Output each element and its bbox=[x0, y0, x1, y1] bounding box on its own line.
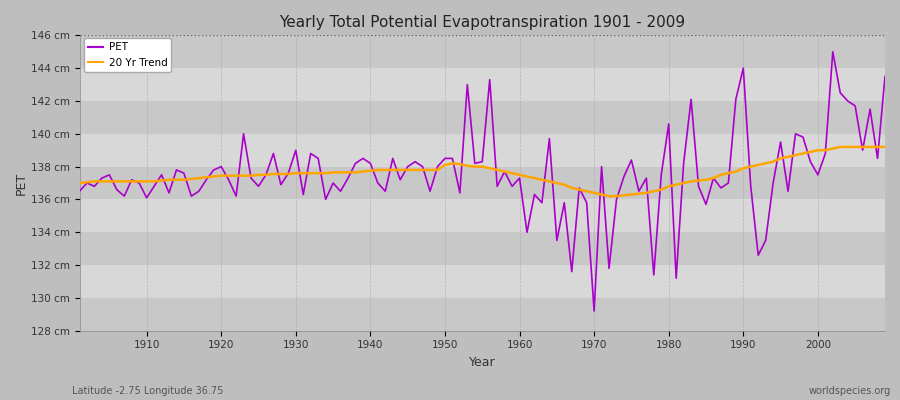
PET bbox=[589, 309, 599, 314]
Bar bbox=[79, 232, 885, 265]
Title: Yearly Total Potential Evapotranspiration 1901 - 2009: Yearly Total Potential Evapotranspiratio… bbox=[279, 15, 685, 30]
Bar bbox=[79, 35, 885, 68]
20 Yr Trend bbox=[343, 170, 354, 175]
20 Yr Trend bbox=[604, 194, 615, 198]
PET bbox=[343, 176, 354, 180]
PET bbox=[74, 189, 85, 194]
Bar bbox=[79, 167, 885, 200]
PET bbox=[134, 181, 145, 186]
Bar bbox=[79, 101, 885, 134]
20 Yr Trend bbox=[835, 144, 846, 149]
20 Yr Trend bbox=[611, 194, 622, 198]
Bar bbox=[79, 265, 885, 298]
20 Yr Trend bbox=[879, 144, 890, 149]
PET bbox=[827, 49, 838, 54]
PET bbox=[514, 176, 525, 180]
Bar bbox=[79, 134, 885, 167]
20 Yr Trend bbox=[134, 179, 145, 184]
Line: PET: PET bbox=[79, 52, 885, 311]
Line: 20 Yr Trend: 20 Yr Trend bbox=[79, 147, 885, 196]
Text: Latitude -2.75 Longitude 36.75: Latitude -2.75 Longitude 36.75 bbox=[72, 386, 223, 396]
20 Yr Trend bbox=[74, 181, 85, 186]
Bar bbox=[79, 68, 885, 101]
PET bbox=[879, 74, 890, 79]
Text: worldspecies.org: worldspecies.org bbox=[809, 386, 891, 396]
Bar bbox=[79, 298, 885, 331]
Legend: PET, 20 Yr Trend: PET, 20 Yr Trend bbox=[84, 38, 171, 72]
X-axis label: Year: Year bbox=[469, 356, 496, 369]
PET bbox=[507, 184, 517, 189]
Bar bbox=[79, 200, 885, 232]
20 Yr Trend bbox=[507, 171, 517, 176]
Y-axis label: PET: PET bbox=[15, 172, 28, 194]
20 Yr Trend bbox=[514, 172, 525, 177]
PET bbox=[298, 192, 309, 197]
PET bbox=[611, 197, 622, 202]
20 Yr Trend bbox=[298, 171, 309, 176]
